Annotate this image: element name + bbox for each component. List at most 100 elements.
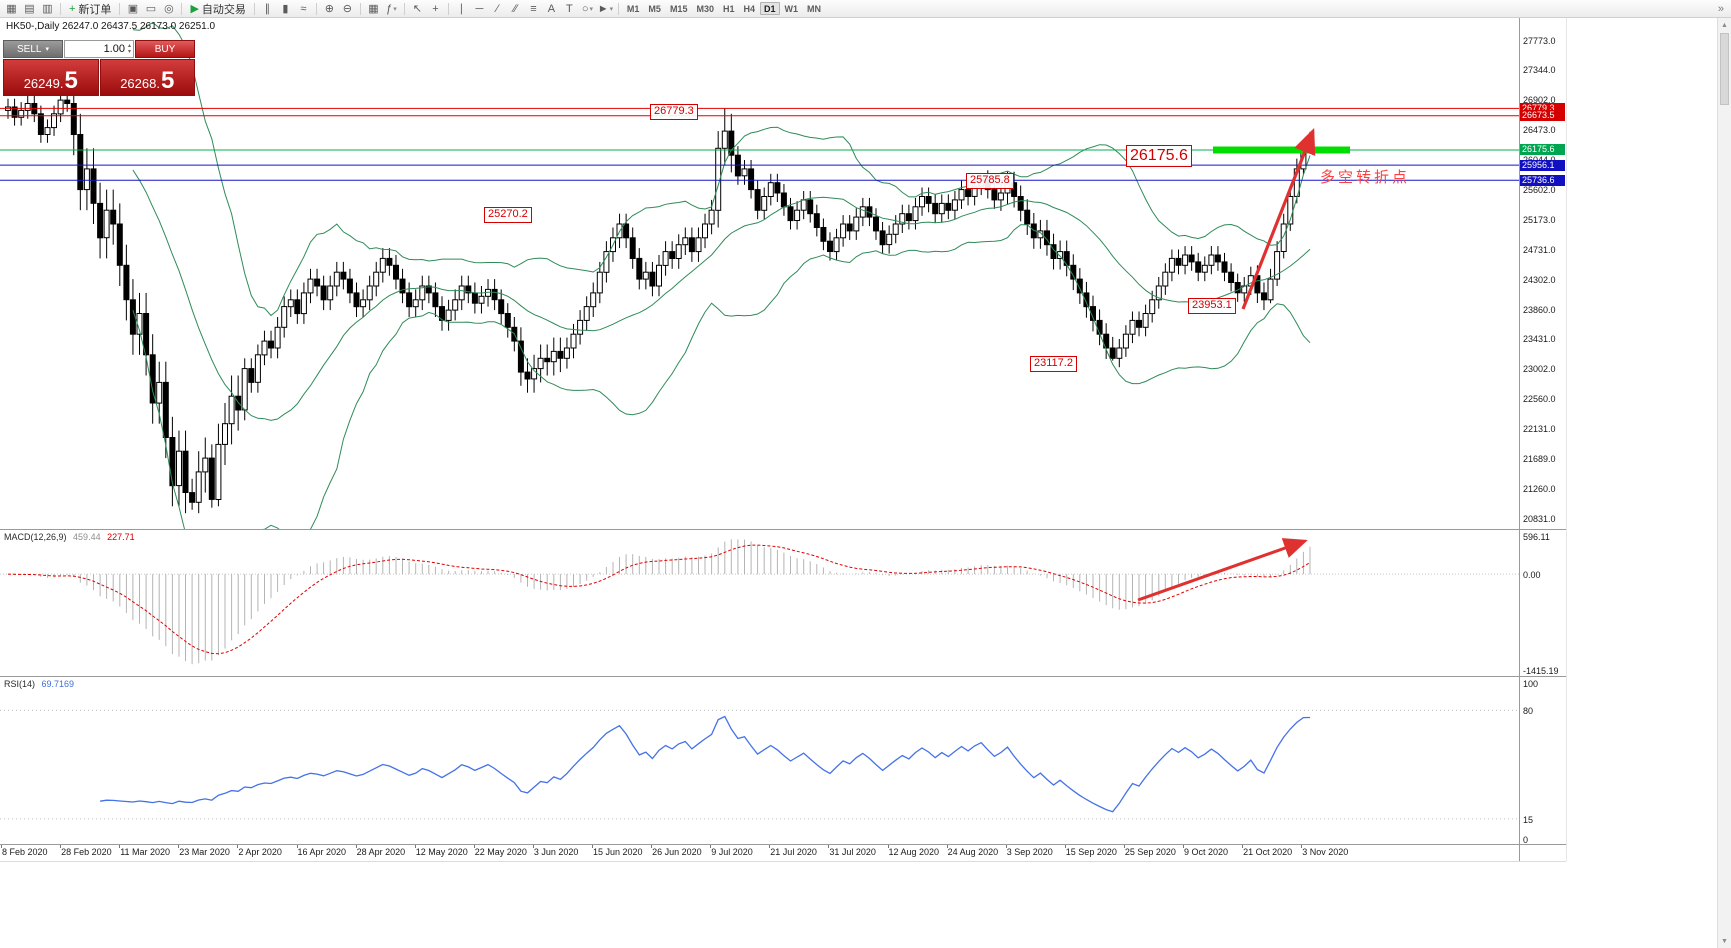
one-click-sell-button[interactable]: SELL ▾ [3,40,63,58]
zoom-in-icon: ⊕ [324,3,335,15]
time-axis-label: 9 Jul 2020 [711,847,753,857]
macd-trend-arrow[interactable] [1137,538,1308,602]
scrollbar-thumb[interactable] [1720,33,1729,105]
time-axis-tickmark [1064,845,1066,848]
text-icon[interactable]: A [543,1,560,16]
indicators-icon[interactable]: ƒ ▾ [383,1,400,16]
autotrading-button[interactable]: ▶ 自动交易 [186,1,249,16]
strategy-tester-icon[interactable]: ◎ [160,1,177,16]
time-axis-tickmark [414,845,416,848]
time-axis-label: 15 Sep 2020 [1065,847,1117,857]
text-label-icon: T [566,2,573,15]
pane-separator[interactable] [0,844,1566,845]
scroll-down-icon[interactable]: ▼ [1721,937,1728,945]
price-axis-tick: 26902.0 [1523,95,1556,106]
bar-chart-icon: ∥ [264,3,271,15]
arrows-icon[interactable]: ► ▾ [597,1,614,16]
time-axis-label: 15 Jun 2020 [593,847,643,857]
data-window-icon: ▭ [145,3,157,15]
new-chart-icon[interactable]: ▦ [3,1,20,16]
stepper-down-icon[interactable]: ▾ [127,49,131,55]
time-axis-tickmark [887,845,889,848]
chevron-down-icon[interactable]: ▾ [45,46,49,53]
new-chart-icon: ▦ [6,3,17,15]
scroll-up-icon[interactable]: ▲ [1721,21,1728,29]
timeframe-button-d1[interactable]: D1 [760,2,780,15]
timeframe-button-w1[interactable]: W1 [784,4,799,14]
time-axis-tickmark [1242,845,1244,848]
new-order-button[interactable]: + 新订单 [65,1,115,16]
dropdown-arrow-icon[interactable]: ▾ [609,5,614,13]
price-annotation-label[interactable]: 26175.6 [1126,145,1192,167]
rsi-label: RSI(14) 69.7169 [4,679,74,689]
time-axis-tickmark [1301,845,1303,848]
price-level-tag: 26779.3 [1520,102,1565,114]
price-annotation-label[interactable]: 25785.8 [966,173,1014,189]
time-axis-tickmark [1183,845,1184,848]
price-annotation-label[interactable]: 23117.2 [1030,356,1077,372]
fibonacci-icon[interactable]: ≡ [525,1,542,16]
time-axis-tickmark [473,845,475,848]
macd-indicator-pane[interactable] [0,530,1519,676]
timeframe-button-mn[interactable]: MN [807,4,822,14]
vertical-scrollbar[interactable]: ▲ ▼ [1717,18,1731,948]
horizontal-line-icon[interactable]: ─ [471,1,488,16]
turning-point-annotation[interactable]: 多空转折点 [1320,169,1411,186]
pane-separator[interactable] [0,676,1566,677]
price-axis-tick: 25173.0 [1523,214,1556,225]
zoom-out-icon[interactable]: ⊖ [339,1,356,16]
equidistant-channel-icon[interactable]: ∕∕ [507,1,524,16]
data-window-icon[interactable]: ▭ [142,1,159,16]
time-axis-label: 8 Feb 2020 [2,847,48,857]
rsi-axis-tick: 15 [1523,814,1534,825]
line-chart-icon[interactable]: ≈ [295,1,312,16]
price-axis-tick: 22560.0 [1523,394,1556,405]
price-axis-tick: 23860.0 [1523,304,1556,315]
volume-input[interactable]: 1.00 ▴ ▾ [64,40,134,58]
buy-price-display[interactable]: 26268. 5 [99,59,195,96]
dropdown-arrow-icon[interactable]: ▾ [393,5,397,13]
breakout-highlight-bar[interactable] [1213,146,1350,154]
crosshair-icon[interactable]: + [427,1,444,16]
timeframe-button-h1[interactable]: H1 [722,4,735,14]
chart-window-right-edge [1566,18,1567,861]
equidistant-channel-icon: ∕∕ [513,2,518,15]
vertical-line-icon: ∣ [458,3,465,15]
stepper-up-icon[interactable]: ▴ [127,43,131,49]
timeframe-button-m30[interactable]: M30 [696,4,714,14]
timeframe-button-m15[interactable]: M15 [669,4,688,14]
bullish-trend-arrow[interactable] [1241,128,1316,310]
one-click-buy-button[interactable]: BUY [135,40,195,58]
volume-stepper[interactable]: ▴ ▾ [128,43,131,55]
time-axis-label: 21 Jul 2020 [770,847,817,857]
tile-windows-icon[interactable]: ▦ [365,1,382,16]
market-watch-icon: ▥ [42,3,53,15]
shapes-icon[interactable]: ○ ▾ [579,1,596,16]
timeframe-button-m1[interactable]: M1 [626,4,640,14]
bar-chart-icon[interactable]: ∥ [259,1,276,16]
price-annotation-label[interactable]: 26779.3 [650,104,698,120]
main-chart-plot[interactable] [0,18,1519,529]
chart-window-icon[interactable]: ▣ [124,1,141,16]
vertical-line-icon[interactable]: ∣ [453,1,470,16]
cursor-icon[interactable]: ↖ [409,1,426,16]
time-axis-tickmark [1,845,2,848]
timeframe-button-m5[interactable]: M5 [648,4,661,14]
price-annotation-label[interactable]: 25270.2 [484,207,532,223]
timeframe-button-h4[interactable]: H4 [743,4,755,14]
text-label-icon[interactable]: T [561,1,578,16]
sell-price-display[interactable]: 26249. 5 [3,59,99,96]
trendline-icon[interactable]: ∕ [489,1,506,16]
toolbar-overflow-icon[interactable]: » [1717,2,1724,15]
dropdown-arrow-icon[interactable]: ▾ [589,5,593,13]
pane-separator[interactable] [0,529,1566,530]
chart-profiles-icon[interactable]: ▤ [21,1,38,16]
zoom-in-icon[interactable]: ⊕ [321,1,338,16]
rsi-indicator-pane[interactable] [0,677,1519,844]
price-level-tag: 25956.1 [1520,159,1565,171]
market-watch-icon[interactable]: ▥ [39,1,56,16]
candlestick-chart-icon[interactable]: ▮ [277,1,294,16]
price-annotation-label[interactable]: 23953.1 [1188,298,1236,314]
horizontal-line-icon: ─ [475,2,484,15]
